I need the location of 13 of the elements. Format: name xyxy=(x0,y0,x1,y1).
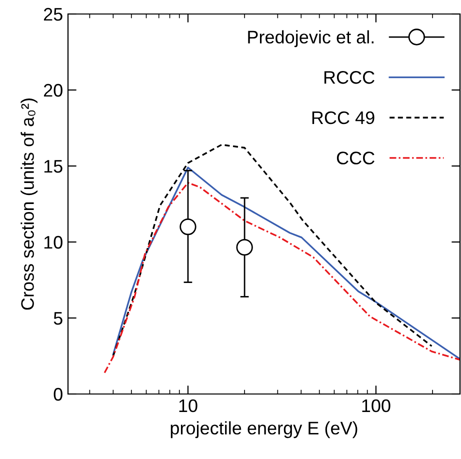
y-tick-label: 5 xyxy=(54,312,62,325)
y-tick-label: 10 xyxy=(44,236,62,249)
y-axis-title: Cross section (units of a₀²) xyxy=(20,98,38,310)
y-tick-label: 15 xyxy=(44,160,62,173)
y-tick-label: 0 xyxy=(54,388,62,401)
legend-label: Predojevic et al. xyxy=(248,30,374,48)
legend-label: RCC 49 xyxy=(312,111,374,124)
legend-label: CCC xyxy=(336,152,374,164)
y-tick-label: 25 xyxy=(44,8,62,21)
x-axis-title: projectile energy E (eV) xyxy=(170,421,358,438)
x-tick-label: 100 xyxy=(362,399,390,412)
y-tick-label: 20 xyxy=(44,84,62,97)
legend-label: RCCC xyxy=(324,71,374,84)
